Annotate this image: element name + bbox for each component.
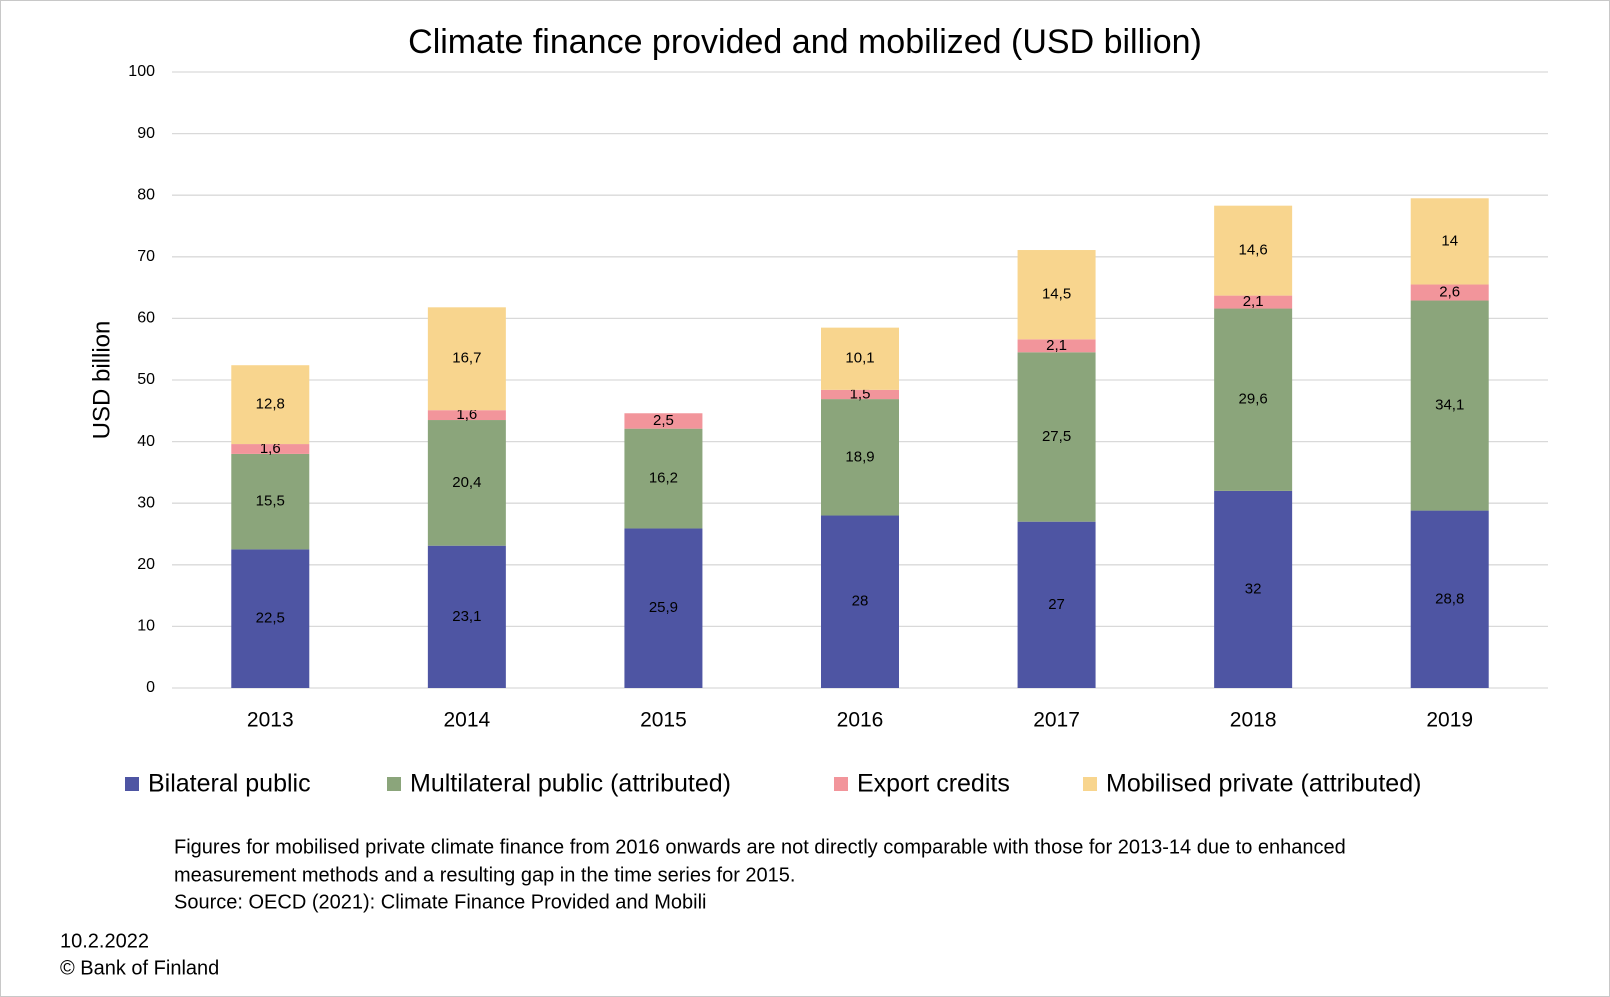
data-label: 27,5: [1042, 428, 1071, 445]
y-axis-label: USD billion: [88, 321, 115, 440]
x-tick-label: 2015: [640, 709, 687, 732]
bar-segment: [1017, 352, 1096, 522]
data-label: 10,1: [845, 350, 874, 367]
y-tick-label: 10: [137, 618, 155, 635]
legend-swatch: [1083, 777, 1097, 791]
note: Figures for mobilised private climate fi…: [174, 836, 1346, 858]
y-tick-label: 30: [137, 494, 155, 511]
y-tick-label: 80: [137, 186, 155, 203]
note: measurement methods and a resulting gap …: [174, 864, 795, 886]
y-tick-label: 60: [137, 310, 155, 327]
y-tick-label: 40: [137, 433, 155, 450]
data-label: 28: [852, 593, 869, 610]
x-tick-label: 2014: [443, 709, 490, 732]
y-tick-label: 70: [137, 248, 155, 265]
data-label: 23,1: [452, 608, 481, 625]
x-tick-label: 2016: [837, 709, 884, 732]
legend-swatch: [834, 777, 848, 791]
bar-segment: [427, 307, 506, 411]
y-tick-label: 100: [128, 63, 155, 80]
data-label: 18,9: [845, 448, 874, 465]
legend-label: Multilateral public (attributed): [410, 770, 731, 798]
bar-segment: [1410, 300, 1489, 511]
data-label: 14,5: [1042, 286, 1071, 303]
bar-segment: [1410, 284, 1489, 301]
bar-segment: [1214, 490, 1293, 688]
data-label: 28,8: [1435, 590, 1464, 607]
bar-segment: [1017, 250, 1096, 340]
bar-segment: [1410, 510, 1489, 688]
bar-segment: [821, 399, 899, 516]
bar-segment: [624, 528, 703, 688]
bar-segment: [1214, 308, 1293, 491]
data-label: 27: [1048, 596, 1065, 613]
data-label: 1,6: [456, 406, 477, 423]
bar-segment: [231, 549, 310, 688]
legend-swatch: [125, 777, 139, 791]
x-tick-label: 2019: [1426, 709, 1473, 732]
date: 10.2.2022: [60, 930, 149, 952]
x-tick-label: 2013: [247, 709, 294, 732]
x-tick-label: 2018: [1230, 709, 1277, 732]
legend-label: Export credits: [857, 770, 1010, 798]
bar-segment: [1017, 521, 1096, 688]
data-label: 25,9: [649, 599, 678, 616]
bar-segment: [1410, 198, 1489, 285]
data-label: 1,6: [260, 440, 281, 457]
data-label: 22,5: [256, 610, 285, 627]
data-label: 2,1: [1243, 293, 1264, 310]
data-label: 16,7: [452, 350, 481, 367]
bar-segment: [231, 365, 310, 445]
bar-segment: [821, 327, 899, 390]
bar-segment: [1214, 205, 1293, 296]
x-tick-label: 2017: [1033, 709, 1080, 732]
y-tick-label: 0: [146, 679, 155, 696]
legend-label: Bilateral public: [148, 770, 311, 798]
bar-segment: [821, 389, 899, 400]
y-tick-label: 20: [137, 556, 155, 573]
y-tick-label: 50: [137, 371, 155, 388]
bar-segment: [624, 413, 703, 429]
data-label: 29,6: [1239, 391, 1268, 408]
data-label: 12,8: [256, 396, 285, 413]
bar-segment: [1017, 339, 1096, 353]
legend-swatch: [387, 777, 401, 791]
data-label: 2,1: [1046, 337, 1067, 354]
data-label: 15,5: [256, 493, 285, 510]
bar-segment: [427, 420, 506, 546]
copyright: © Bank of Finland: [60, 957, 219, 979]
bar-segment: [821, 515, 899, 688]
bar-segment: [231, 453, 310, 550]
y-tick-label: 90: [137, 125, 155, 142]
data-label: 2,6: [1439, 283, 1460, 300]
bar-segment: [427, 545, 506, 688]
legend-label: Mobilised private (attributed): [1106, 770, 1421, 798]
data-label: 2,5: [653, 412, 674, 429]
note: Source: OECD (2021): Climate Finance Pro…: [174, 891, 706, 913]
data-label: 14: [1441, 232, 1458, 249]
data-label: 16,2: [649, 470, 678, 487]
bar-segment: [427, 410, 506, 421]
data-label: 32: [1245, 580, 1262, 597]
bar-segment: [1214, 295, 1293, 309]
data-label: 20,4: [452, 474, 481, 491]
chart-title: Climate finance provided and mobilized (…: [408, 23, 1202, 61]
data-label: 14,6: [1239, 242, 1268, 259]
bar-segment: [231, 444, 310, 454]
data-label: 34,1: [1435, 397, 1464, 414]
bar-segment: [624, 428, 703, 529]
